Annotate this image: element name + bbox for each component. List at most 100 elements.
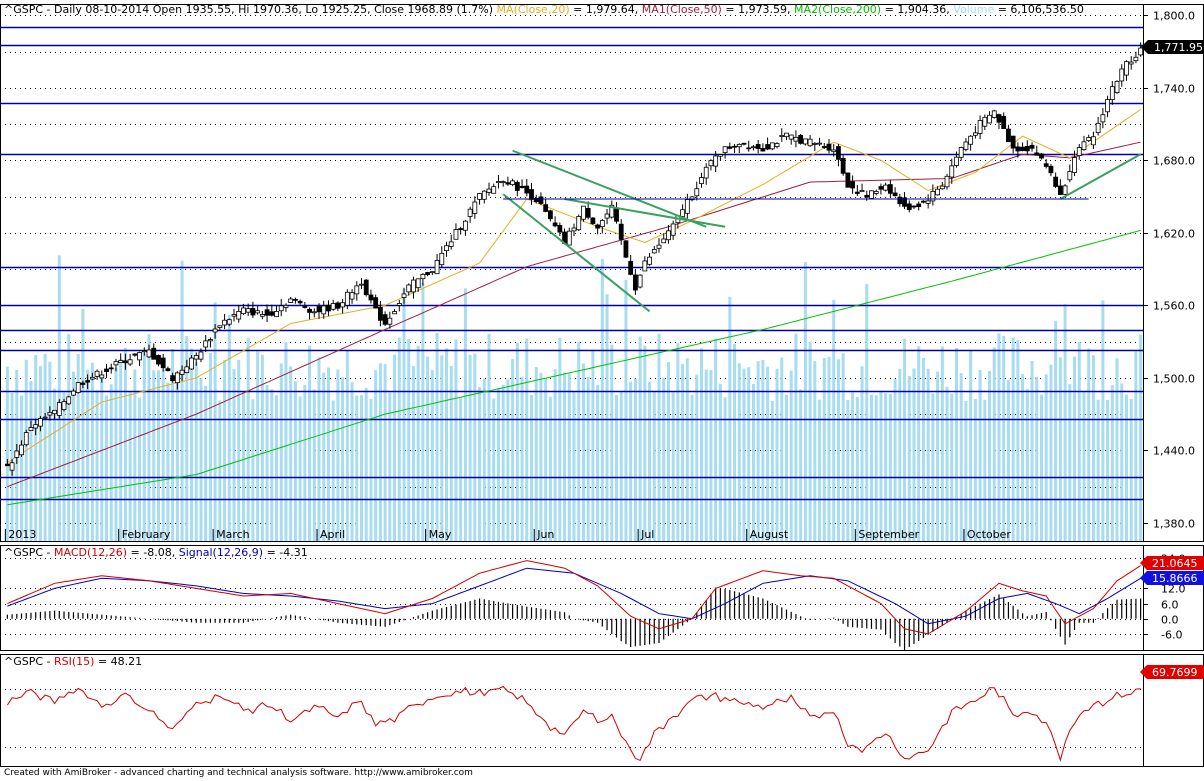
- volume-bar: [964, 400, 968, 541]
- volume-bar: [227, 314, 231, 541]
- volume-bar: [1087, 348, 1091, 541]
- volume-bar: [563, 372, 567, 541]
- volume-bar: [161, 369, 165, 541]
- candle-body: [274, 311, 279, 317]
- candle-body: [1024, 145, 1030, 152]
- volume-bar: [747, 367, 751, 541]
- candle-body: [123, 360, 128, 364]
- volume-bar: [983, 399, 987, 541]
- candle-body: [599, 220, 605, 228]
- candle-body: [14, 450, 20, 458]
- candle-body: [264, 309, 270, 316]
- volume-bar: [699, 348, 703, 541]
- volume-bar: [695, 374, 699, 541]
- candle-body: [524, 185, 530, 194]
- candle-body: [415, 278, 421, 289]
- volume-bar: [662, 377, 666, 541]
- candle-body: [359, 283, 364, 286]
- candle-body: [297, 300, 303, 304]
- candle-body: [859, 190, 865, 193]
- candle-body: [982, 116, 988, 127]
- rsi-line-path: [6, 685, 1141, 762]
- volume-bar: [515, 342, 519, 541]
- candle-body: [462, 220, 468, 231]
- candle-body: [788, 134, 794, 140]
- volume-bar: [874, 395, 878, 541]
- candle-body: [543, 204, 549, 212]
- volume-bar: [704, 369, 708, 541]
- candle-body: [401, 293, 407, 298]
- volume-bar: [1110, 385, 1114, 541]
- volume-bar: [459, 397, 463, 541]
- candle-body: [1010, 135, 1016, 149]
- volume-bar: [100, 376, 104, 541]
- rsi-line: [6, 685, 1141, 762]
- candle-body: [604, 213, 610, 219]
- candle-body: [396, 303, 402, 306]
- volume-bar: [326, 367, 330, 541]
- candle-body: [987, 114, 992, 124]
- volume-bar: [123, 347, 127, 541]
- volume-bar: [506, 379, 510, 541]
- volume-bar: [969, 350, 973, 541]
- volume-bar: [397, 337, 401, 541]
- candle-body: [1138, 47, 1144, 56]
- candle-body: [377, 306, 383, 321]
- candle-body: [774, 143, 780, 147]
- candle-body: [1133, 56, 1139, 62]
- volume-bar: [761, 359, 765, 541]
- candle-body: [736, 143, 742, 148]
- candle-body: [406, 284, 412, 293]
- candle-body: [47, 411, 53, 416]
- volume-bar: [76, 353, 80, 541]
- rsi-label: RSI(15): [54, 655, 94, 668]
- candle-body: [4, 463, 10, 467]
- month-label: February: [122, 528, 171, 541]
- month-label: August: [750, 528, 789, 541]
- trendline: [512, 149, 707, 228]
- volume-bar: [142, 353, 146, 541]
- volume-bar: [836, 359, 840, 541]
- volume-bar: [265, 384, 269, 541]
- candle-body: [623, 240, 629, 258]
- volume-bar: [445, 348, 449, 541]
- volume-bar: [1039, 394, 1043, 541]
- volume-bar: [940, 346, 944, 541]
- signal-badge: 15.8666: [1140, 571, 1204, 585]
- rsi-badge: 69.7699: [1140, 665, 1204, 679]
- candle-body: [33, 424, 39, 429]
- volume-bar: [284, 341, 288, 541]
- month-label: Jun: [536, 528, 554, 541]
- price-tick-label: 1,560.0: [1153, 300, 1195, 313]
- volume-bar: [808, 341, 812, 541]
- volume-bar: [213, 302, 217, 541]
- candle-body: [80, 382, 86, 385]
- candle-body: [1034, 152, 1040, 156]
- macd-badge: 21.0645: [1140, 556, 1204, 570]
- volume-bar: [1139, 334, 1143, 541]
- volume-bar: [293, 381, 297, 541]
- candle-body: [387, 317, 393, 325]
- volume-bar: [426, 356, 430, 541]
- volume-bar: [624, 279, 628, 541]
- volume-bar: [869, 394, 873, 541]
- candle-body: [1043, 163, 1049, 167]
- volume-bar: [520, 376, 524, 541]
- candle-body: [1095, 122, 1101, 133]
- volume-bar: [463, 288, 467, 541]
- candle-body: [269, 311, 275, 316]
- volume-bar: [756, 361, 760, 541]
- volume-bar: [1106, 400, 1110, 541]
- candle-body: [189, 357, 194, 370]
- candle-body: [321, 305, 327, 315]
- volume-bar: [723, 397, 727, 541]
- volume-bar: [71, 371, 75, 541]
- candle-body: [496, 181, 501, 184]
- volume-bar: [57, 255, 61, 541]
- volume-bar: [232, 369, 236, 541]
- volume-bar: [109, 384, 113, 541]
- candle-body: [684, 199, 690, 214]
- volume-bar: [903, 338, 907, 541]
- volume-bar: [553, 369, 557, 541]
- volume-bar: [718, 383, 722, 541]
